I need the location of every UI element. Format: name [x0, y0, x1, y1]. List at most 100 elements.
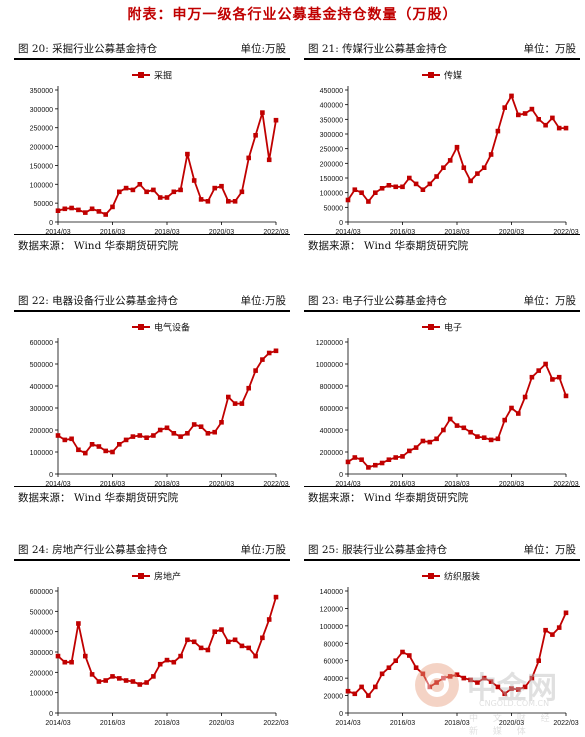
data-point: [83, 653, 88, 659]
data-point: [359, 190, 364, 195]
data-point: [62, 659, 68, 665]
x-tick-label: 2018/03: [154, 481, 179, 488]
data-point: [352, 187, 358, 192]
watermark: 中金网 CNGOLD.COM.CN 中 文 财 经 新 媒 体: [409, 657, 579, 737]
data-point: [536, 368, 541, 373]
data-point: [110, 204, 115, 210]
data-point: [345, 197, 351, 203]
chart-unit: 单位：万股: [523, 43, 577, 55]
data-point: [352, 691, 358, 697]
chart-panel-mining: 图 20: 采掘行业公募基金持仓 单位:万股 采掘 0 50000 100000 150…: [14, 40, 290, 260]
data-point: [366, 693, 371, 698]
legend-label: 传媒: [444, 70, 462, 81]
data-point: [434, 680, 439, 685]
data-point: [454, 672, 460, 677]
data-point: [226, 394, 231, 400]
chart-media: 传媒 0 50000 100000 150000 200000 250000 300000 35…: [320, 70, 579, 237]
data-point: [212, 629, 217, 634]
data-point: [246, 645, 251, 651]
chart-header: 图 20: 采掘行业公募基金持仓 单位:万股: [14, 40, 290, 60]
y-tick-label: 60000: [324, 659, 344, 666]
data-point: [144, 435, 149, 440]
data-point: [212, 185, 217, 191]
data-point: [556, 374, 562, 380]
data-point: [253, 368, 258, 373]
y-tick-label: 100000: [30, 182, 53, 189]
data-point: [556, 125, 562, 131]
x-tick-label: 2018/03: [444, 229, 469, 236]
y-tick-label: 600000: [320, 406, 343, 413]
data-point: [55, 433, 61, 438]
x-tick-label: 2022/03: [553, 720, 578, 727]
data-point: [488, 437, 494, 443]
data-point: [185, 151, 190, 157]
y-tick-label: 0: [49, 472, 53, 479]
data-point: [157, 661, 163, 667]
data-point: [205, 647, 211, 653]
chart-panel-apparel: 图 25: 服装行业公募基金持仓 单位：万股 纺织服装 0 20000 40000 60…: [304, 541, 580, 731]
data-point: [110, 674, 115, 679]
legend-label: 采掘: [154, 70, 172, 81]
chart-unit: 单位:万股: [240, 544, 286, 556]
data-point: [529, 106, 535, 112]
legend-marker: [428, 72, 434, 78]
data-point: [226, 639, 231, 645]
data-point: [103, 678, 108, 683]
chart-panel-electrical-equipment: 图 22: 电器设备行业公募基金持仓 单位:万股 电气设备 0 100000 2000…: [14, 292, 290, 512]
x-tick-label: 2022/03: [553, 229, 578, 236]
y-tick-label: 600000: [30, 340, 53, 347]
data-point: [454, 423, 460, 428]
data-point: [191, 422, 197, 427]
data-point: [366, 199, 371, 204]
data-point: [563, 125, 569, 131]
x-tick-label: 2022/03: [553, 481, 578, 488]
chart-source: 数据来源： Wind 华泰期货研究院: [18, 240, 179, 252]
data-point: [266, 617, 272, 622]
data-point: [137, 682, 143, 687]
data-point: [495, 436, 501, 442]
chart-header: 图 21: 传媒行业公募基金持仓 单位：万股: [304, 40, 580, 60]
data-point: [516, 687, 521, 692]
x-tick-label: 2022/03: [263, 481, 288, 488]
x-tick-label: 2016/03: [100, 229, 125, 236]
y-tick-label: 200000: [30, 428, 53, 435]
legend-label: 纺织服装: [444, 571, 480, 582]
y-tick-label: 0: [49, 220, 53, 227]
x-tick-label: 2020/03: [209, 229, 234, 236]
data-point: [420, 187, 426, 192]
data-point: [62, 206, 68, 212]
y-tick-label: 400000: [30, 630, 53, 637]
data-point: [83, 210, 88, 215]
data-point: [164, 657, 170, 663]
chart-label: 图 25: 服装行业公募基金持仓: [308, 544, 448, 556]
chart-header: 图 25: 服装行业公募基金持仓 单位：万股: [304, 541, 580, 561]
data-point: [502, 417, 507, 423]
data-point: [509, 686, 514, 691]
y-tick-label: 200000: [30, 145, 53, 152]
data-point: [366, 465, 371, 470]
y-tick-label: 500000: [30, 362, 53, 369]
data-point: [178, 434, 183, 439]
y-tick-label: 100000: [320, 624, 343, 631]
data-point: [434, 436, 439, 442]
data-point: [123, 678, 129, 683]
data-point: [407, 448, 412, 454]
data-point: [441, 675, 446, 681]
x-tick-label: 2014/03: [335, 720, 360, 727]
data-point: [550, 377, 555, 382]
data-point: [420, 438, 426, 444]
data-point: [563, 610, 569, 616]
data-point: [495, 128, 501, 134]
data-point: [83, 450, 88, 456]
data-point: [441, 165, 446, 170]
y-tick-label: 0: [339, 220, 343, 227]
x-tick-label: 2020/03: [499, 720, 524, 727]
data-point: [89, 672, 95, 677]
x-tick-label: 2020/03: [209, 720, 234, 727]
data-point: [219, 420, 224, 425]
data-point: [164, 425, 170, 431]
data-point: [219, 183, 224, 189]
y-tick-label: 200000: [320, 450, 343, 457]
data-point: [266, 350, 272, 356]
y-tick-label: 0: [49, 711, 53, 718]
